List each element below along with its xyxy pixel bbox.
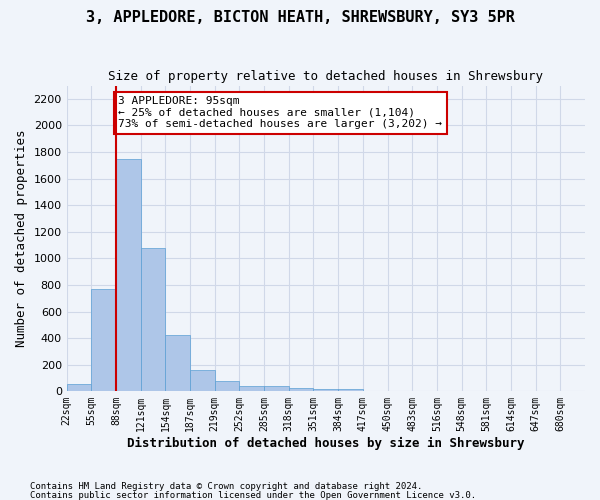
Bar bbox=[166, 336, 190, 392]
Bar bbox=[67, 384, 91, 392]
Text: Contains HM Land Registry data © Crown copyright and database right 2024.: Contains HM Land Registry data © Crown c… bbox=[30, 482, 422, 491]
Bar bbox=[313, 388, 338, 392]
Bar bbox=[91, 289, 116, 392]
Bar bbox=[264, 386, 289, 392]
Bar bbox=[116, 158, 141, 392]
Bar bbox=[239, 386, 264, 392]
Title: Size of property relative to detached houses in Shrewsbury: Size of property relative to detached ho… bbox=[109, 70, 544, 83]
Bar bbox=[215, 380, 239, 392]
Bar bbox=[190, 370, 215, 392]
Text: 3, APPLEDORE, BICTON HEATH, SHREWSBURY, SY3 5PR: 3, APPLEDORE, BICTON HEATH, SHREWSBURY, … bbox=[86, 10, 514, 25]
Bar bbox=[141, 248, 166, 392]
Text: Contains public sector information licensed under the Open Government Licence v3: Contains public sector information licen… bbox=[30, 490, 476, 500]
X-axis label: Distribution of detached houses by size in Shrewsbury: Distribution of detached houses by size … bbox=[127, 437, 524, 450]
Bar bbox=[338, 390, 363, 392]
Y-axis label: Number of detached properties: Number of detached properties bbox=[15, 130, 28, 347]
Bar bbox=[289, 388, 313, 392]
Text: 3 APPLEDORE: 95sqm
← 25% of detached houses are smaller (1,104)
73% of semi-deta: 3 APPLEDORE: 95sqm ← 25% of detached hou… bbox=[119, 96, 443, 130]
